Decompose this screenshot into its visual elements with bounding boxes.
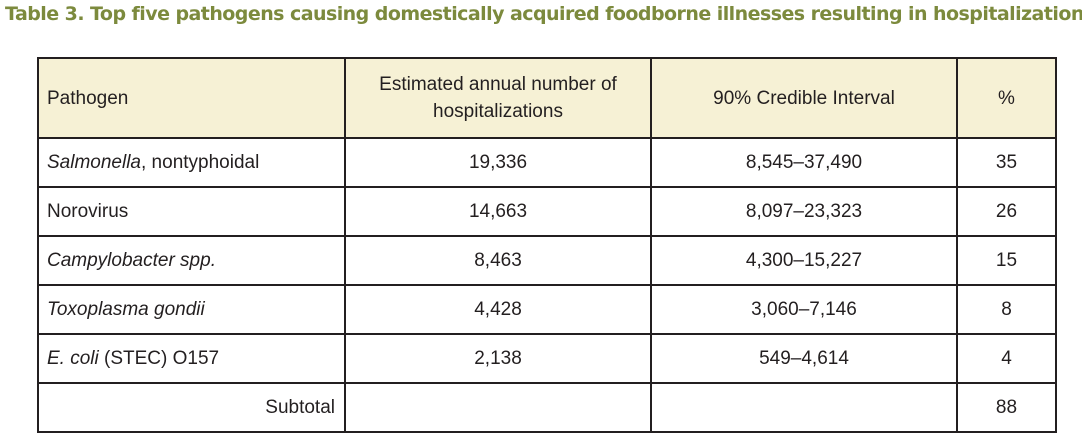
pathogen-cell: Campylobacter spp. — [37, 235, 346, 286]
pathogen-name-italic: Toxoplasma gondii — [47, 298, 205, 320]
hospitalizations-cell: 8,463 — [344, 235, 652, 286]
table-row: Toxoplasma gondii 4,428 3,060–7,146 8 — [37, 284, 1057, 335]
pathogen-cell: Norovirus — [37, 186, 346, 237]
pathogen-name-italic: Salmonella — [47, 151, 141, 173]
header-percent: % — [956, 57, 1057, 139]
header-credible-interval: 90% Credible Interval — [650, 57, 958, 139]
percent-cell: 8 — [956, 284, 1057, 335]
pathogen-name-italic: E. coli — [47, 347, 99, 369]
credible-interval-cell: 8,545–37,490 — [650, 137, 958, 188]
credible-interval-cell: 4,300–15,227 — [650, 235, 958, 286]
subtotal-percent-cell: 88 — [956, 382, 1057, 433]
credible-interval-cell: 549–4,614 — [650, 333, 958, 384]
percent-cell: 15 — [956, 235, 1057, 286]
pathogen-cell: E. coli (STEC) O157 — [37, 333, 346, 384]
credible-interval-cell: 3,060–7,146 — [650, 284, 958, 335]
pathogen-cell: Toxoplasma gondii — [37, 284, 346, 335]
hospitalizations-cell: 4,428 — [344, 284, 652, 335]
header-hospitalizations: Estimated annual number of hospitalizati… — [344, 57, 652, 139]
pathogen-name-rest: (STEC) O157 — [98, 347, 220, 369]
hospitalizations-cell: 19,336 — [344, 137, 652, 188]
credible-interval-cell: 8,097–23,323 — [650, 186, 958, 237]
pathogen-name-rest: , nontyphoidal — [141, 151, 260, 173]
table-row: Salmonella, nontyphoidal 19,336 8,545–37… — [37, 137, 1057, 188]
pathogen-name-rest: Norovirus — [47, 200, 129, 222]
pathogen-cell: Salmonella, nontyphoidal — [37, 137, 346, 188]
table-row: E. coli (STEC) O157 2,138 549–4,614 4 — [37, 333, 1057, 384]
table-caption: Table 3. Top five pathogens causing dome… — [5, 3, 1082, 25]
hospitalizations-cell: 14,663 — [344, 186, 652, 237]
hospitalizations-cell: 2,138 — [344, 333, 652, 384]
percent-cell: 26 — [956, 186, 1057, 237]
subtotal-label: Subtotal — [37, 382, 346, 433]
table-row: Norovirus 14,663 8,097–23,323 26 — [37, 186, 1057, 237]
subtotal-hospitalizations-cell — [344, 382, 652, 433]
subtotal-interval-cell — [650, 382, 958, 433]
table-row: Campylobacter spp. 8,463 4,300–15,227 15 — [37, 235, 1057, 286]
percent-cell: 35 — [956, 137, 1057, 188]
subtotal-row: Subtotal 88 — [37, 382, 1057, 433]
pathogens-table: Pathogen Estimated annual number of hosp… — [37, 57, 1057, 433]
header-pathogen: Pathogen — [37, 57, 346, 139]
percent-cell: 4 — [956, 333, 1057, 384]
table-header-row: Pathogen Estimated annual number of hosp… — [37, 57, 1057, 139]
pathogen-name-italic: Campylobacter spp. — [47, 249, 216, 271]
